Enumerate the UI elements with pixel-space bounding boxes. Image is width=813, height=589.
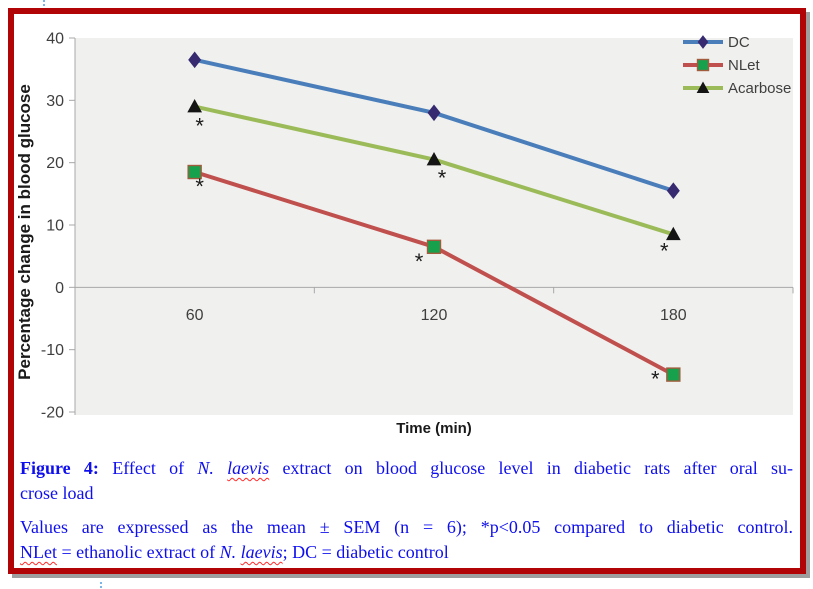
legend-marker-Acarbose: [696, 81, 710, 94]
significance-star: *: [195, 174, 204, 199]
legend-label: Acarbose: [728, 80, 791, 97]
series-marker-NLet: [426, 239, 442, 255]
y-tick-label: 10: [46, 218, 64, 235]
caption-segment: = ethanolic extract of: [56, 542, 220, 562]
caption-paragraph-1-line-2: crose load: [20, 481, 793, 506]
significance-star: *: [195, 114, 204, 139]
caption-segment: N.: [197, 458, 228, 478]
y-axis-title: Percentage change in blood glucose: [15, 84, 34, 380]
series-marker-DC: [188, 51, 202, 69]
caption-segment: N.: [219, 542, 241, 562]
series-marker-NLet: [187, 164, 202, 180]
series-marker-Acarbose: [187, 99, 203, 113]
caption-segment: Figure 4:: [20, 458, 113, 478]
caption-segment: crose load: [20, 483, 94, 503]
significance-star: *: [415, 249, 424, 274]
x-tick-label: 60: [186, 307, 204, 324]
cursor-artifact-bottom: [100, 582, 102, 589]
caption-paragraph-2-line-2: NLet = ethanolic extract of N. laevis; D…: [20, 540, 793, 565]
caption-segment: extract on blood glucose level in diabet…: [269, 458, 793, 478]
series-marker-Acarbose: [665, 226, 681, 241]
y-tick-label: 30: [46, 93, 64, 110]
caption-paragraph-2-line-1: Values are expressed as the mean ± SEM (…: [20, 515, 793, 540]
y-tick-label: -10: [41, 342, 64, 359]
legend-label: NLet: [728, 57, 761, 74]
series-marker-DC: [666, 182, 680, 200]
legend-marker-DC: [697, 35, 709, 49]
significance-star: *: [651, 367, 660, 392]
x-tick-label: 120: [421, 307, 448, 324]
caption-segment: ; DC = diabetic control: [282, 542, 449, 562]
caption-paragraph-1-line-1: Figure 4: Effect of N. laevis extract on…: [20, 456, 793, 481]
figure-caption: Figure 4: Effect of N. laevis extract on…: [20, 456, 793, 565]
x-tick-label: 180: [660, 307, 687, 324]
caption-segment: laevis: [227, 458, 270, 478]
y-tick-label: 20: [46, 155, 64, 172]
series-marker-NLet: [666, 367, 681, 382]
y-tick-label: -20: [41, 405, 64, 422]
caption-segment: laevis: [240, 542, 283, 562]
series-marker-Acarbose: [426, 152, 442, 166]
x-axis-title: Time (min): [396, 420, 472, 437]
legend-marker-NLet: [696, 58, 710, 72]
cursor-artifact-top: [43, 0, 45, 8]
caption-segment: Values are expressed as the mean ± SEM (…: [20, 517, 793, 537]
plot-background: [75, 38, 793, 415]
line-chart-canvas: 40 30 20 10 0 -10 -20 60 120 180 * * * * * * DC NLet Acarb…: [15, 31, 794, 437]
significance-star: *: [660, 238, 669, 263]
y-tick-label: 40: [46, 31, 64, 48]
significance-star: *: [438, 166, 447, 191]
legend-label: DC: [728, 34, 750, 51]
caption-segment: NLet: [20, 542, 57, 562]
series-marker-DC: [427, 104, 441, 122]
y-tick-label: 0: [55, 280, 64, 297]
chart-area: 40 30 20 10 0 -10 -20 60 120 180 * * * * * * DC NLet Acarb…: [14, 14, 800, 450]
figure-box: 40 30 20 10 0 -10 -20 60 120 180 * * * * * * DC NLet Acarb…: [8, 8, 806, 574]
caption-segment: Effect of: [112, 458, 198, 478]
